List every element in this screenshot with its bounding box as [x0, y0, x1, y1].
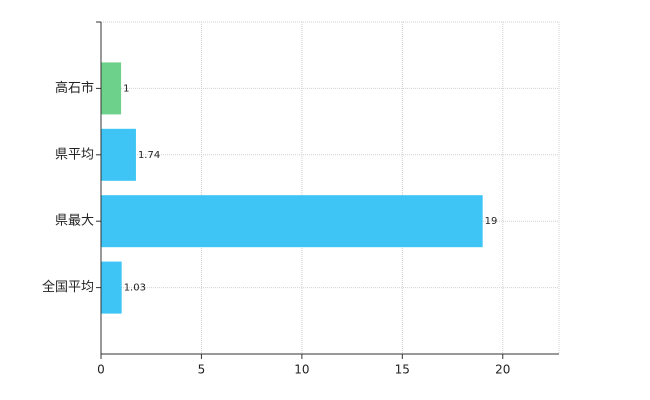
x-tick-label: 10: [294, 363, 309, 377]
y-tick-label: 高石市: [55, 80, 94, 96]
x-tick-label: 0: [97, 363, 105, 377]
x-tick-label: 20: [495, 363, 510, 377]
bar: [101, 128, 136, 181]
value-label: 1.03: [124, 283, 146, 294]
y-tick-label: 県最大: [55, 214, 94, 229]
bar: [101, 261, 122, 314]
value-label: 1: [123, 83, 129, 94]
x-tick-label: 5: [198, 363, 206, 377]
value-label: 19: [485, 216, 498, 227]
bar: [101, 62, 122, 115]
bar: [101, 195, 483, 248]
x-tick-label: 15: [395, 363, 410, 377]
value-label: 1.74: [138, 150, 160, 161]
y-tick-label: 全国平均: [42, 279, 94, 295]
y-tick-label: 県平均: [55, 147, 94, 162]
